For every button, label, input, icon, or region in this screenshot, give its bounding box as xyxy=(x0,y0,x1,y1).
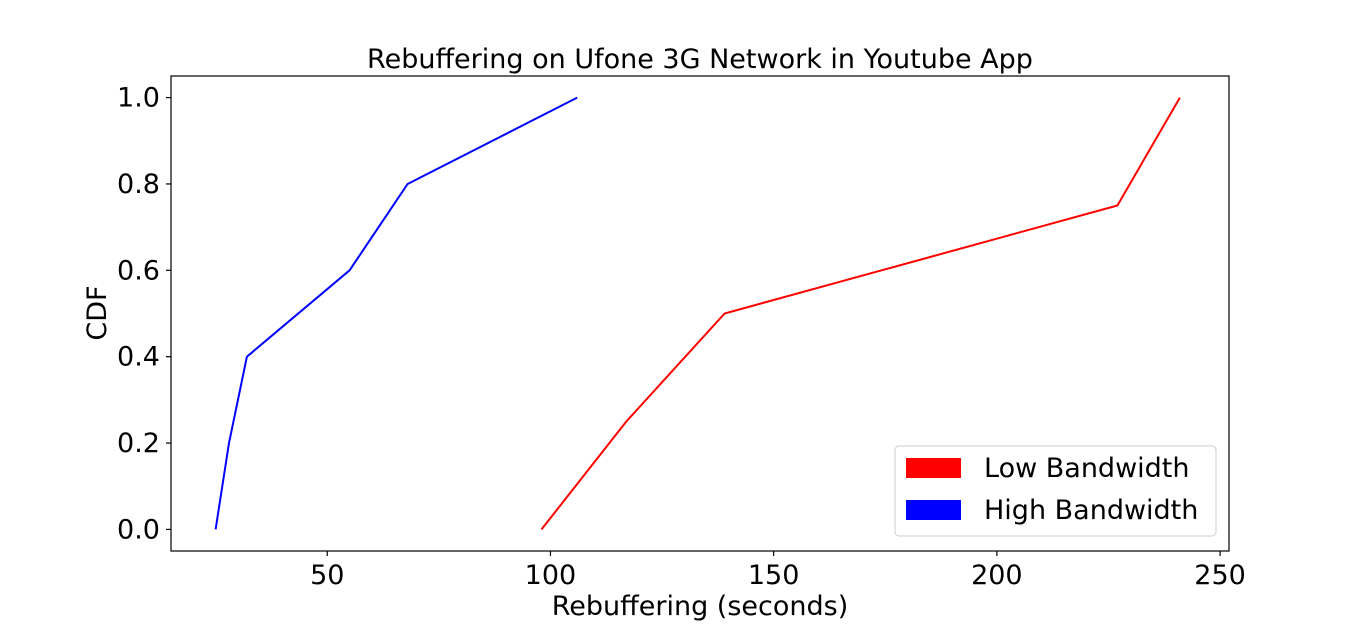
y-tick-label: 0.6 xyxy=(117,255,160,286)
plot-area xyxy=(214,96,1181,531)
chart-title: Rebuffering on Ufone 3G Network in Youtu… xyxy=(367,44,1033,75)
legend-label: Low Bandwidth xyxy=(984,453,1190,484)
legend-swatch xyxy=(906,458,961,478)
legend-label: High Bandwidth xyxy=(984,495,1198,526)
x-tick-label: 150 xyxy=(748,560,800,591)
legend-box xyxy=(894,445,1217,537)
legend-swatch xyxy=(906,500,961,520)
x-axis-label: Rebuffering (seconds) xyxy=(552,591,849,622)
y-axis-label: CDF xyxy=(82,285,113,340)
series-line-high-bandwidth xyxy=(214,96,578,530)
x-tick-label: 50 xyxy=(310,560,344,591)
x-tick-label: 200 xyxy=(971,560,1023,591)
series-line-low-bandwidth xyxy=(540,97,1181,531)
axes-frame xyxy=(170,75,1230,552)
y-tick-label: 0.0 xyxy=(117,514,160,545)
y-tick-label: 1.0 xyxy=(117,83,160,114)
y-tick-label: 0.4 xyxy=(117,342,160,373)
y-tick-label: 0.8 xyxy=(117,169,160,200)
x-axis-ticks: 50 100 150 200 250 xyxy=(310,551,1246,591)
x-tick-label: 100 xyxy=(525,560,577,591)
y-tick-label: 0.2 xyxy=(117,428,160,459)
x-tick-label: 250 xyxy=(1194,560,1246,591)
legend: Low Bandwidth High Bandwidth xyxy=(894,445,1217,537)
y-axis-ticks: 0.0 0.2 0.4 0.6 0.8 1.0 xyxy=(117,83,171,545)
